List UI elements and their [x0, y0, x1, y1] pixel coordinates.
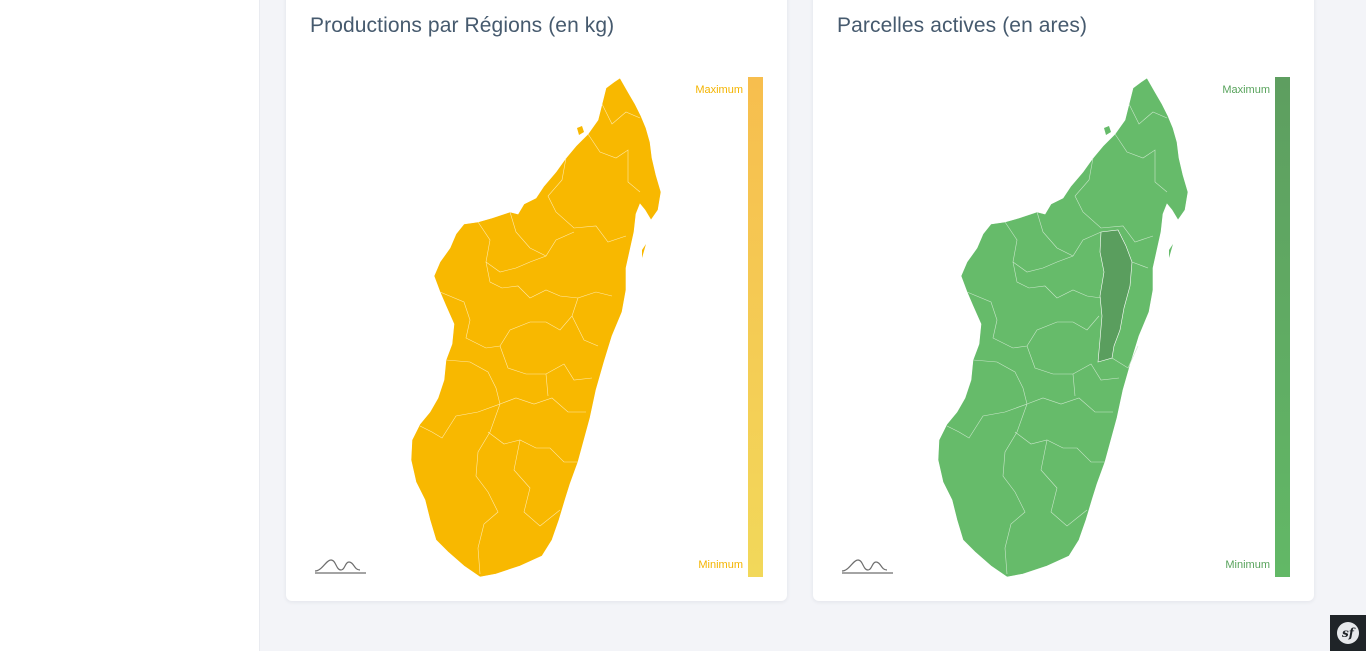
madagascar-island[interactable] [410, 77, 662, 578]
card-title: Productions par Régions (en kg) [310, 14, 615, 37]
region-borders [946, 103, 1168, 575]
mountain-logo-icon [314, 559, 366, 574]
nosy-be-island [1104, 126, 1111, 135]
production-map-card: Productions par Régions (en kg) [286, 0, 787, 601]
madagascar-map [937, 77, 1189, 578]
legend-min-label: Minimum [1225, 559, 1270, 571]
card-title: Parcelles actives (en ares) [837, 14, 1088, 37]
legend-color-scale [1275, 77, 1290, 577]
legend-min-label: Minimum [698, 559, 743, 571]
active-parcels-map-card: Parcelles actives (en ares) [813, 0, 1314, 601]
sainte-marie-island [1169, 244, 1173, 258]
mountain-logo-icon [841, 559, 893, 574]
sainte-marie-island [642, 244, 646, 258]
highlighted-region[interactable] [1097, 229, 1133, 363]
sidebar [0, 0, 260, 651]
symfony-icon: sf [1337, 622, 1359, 644]
legend-max-label: Maximum [695, 84, 743, 96]
symfony-toolbar-button[interactable]: sf [1330, 615, 1366, 651]
legend-max-label: Maximum [1222, 84, 1270, 96]
nosy-be-island [577, 126, 584, 135]
region-borders [419, 103, 641, 575]
legend-color-scale [748, 77, 763, 577]
madagascar-island[interactable] [937, 77, 1189, 578]
madagascar-map [410, 77, 662, 578]
